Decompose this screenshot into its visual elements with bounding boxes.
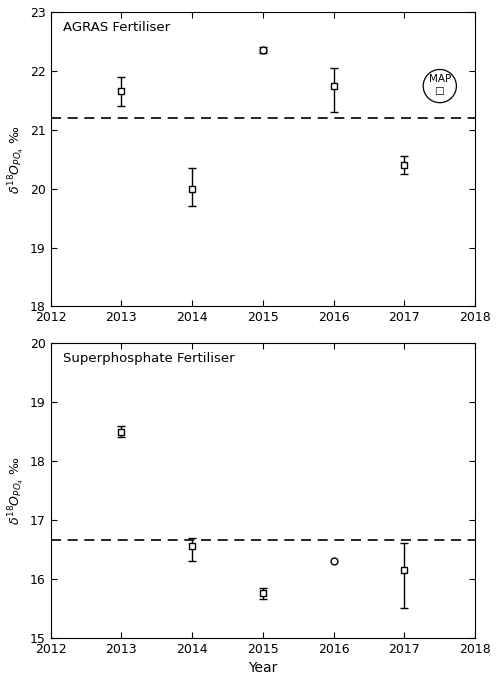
Text: AGRAS Fertiliser: AGRAS Fertiliser — [63, 20, 170, 34]
Y-axis label: $\delta^{18}O_{PO_4}\ \mathrm{‰}$: $\delta^{18}O_{PO_4}\ \mathrm{‰}$ — [7, 456, 27, 524]
Text: MAP
$\mathsf{□}$: MAP $\mathsf{□}$ — [429, 74, 451, 98]
X-axis label: Year: Year — [248, 661, 277, 675]
Y-axis label: $\delta^{18}O_{PO_4}\ \mathrm{‰}$: $\delta^{18}O_{PO_4}\ \mathrm{‰}$ — [7, 125, 27, 194]
Text: Superphosphate Fertiliser: Superphosphate Fertiliser — [63, 352, 235, 365]
